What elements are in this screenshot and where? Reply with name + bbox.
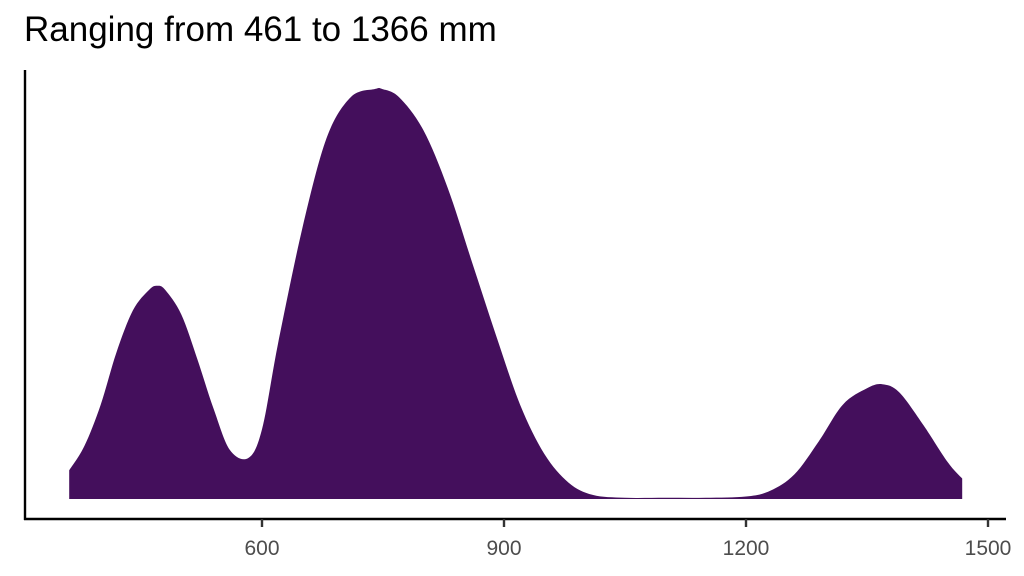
x-tick-label: 1200 bbox=[723, 537, 770, 560]
x-tick-label: 1500 bbox=[965, 537, 1012, 560]
x-tick-label: 600 bbox=[244, 537, 279, 560]
x-tick-label: 900 bbox=[486, 537, 521, 560]
density-area bbox=[69, 87, 963, 499]
x-axis-ticks: 600 900 1200 1500 bbox=[244, 519, 1011, 560]
chart-title: Ranging from 461 to 1366 mm bbox=[24, 10, 497, 49]
